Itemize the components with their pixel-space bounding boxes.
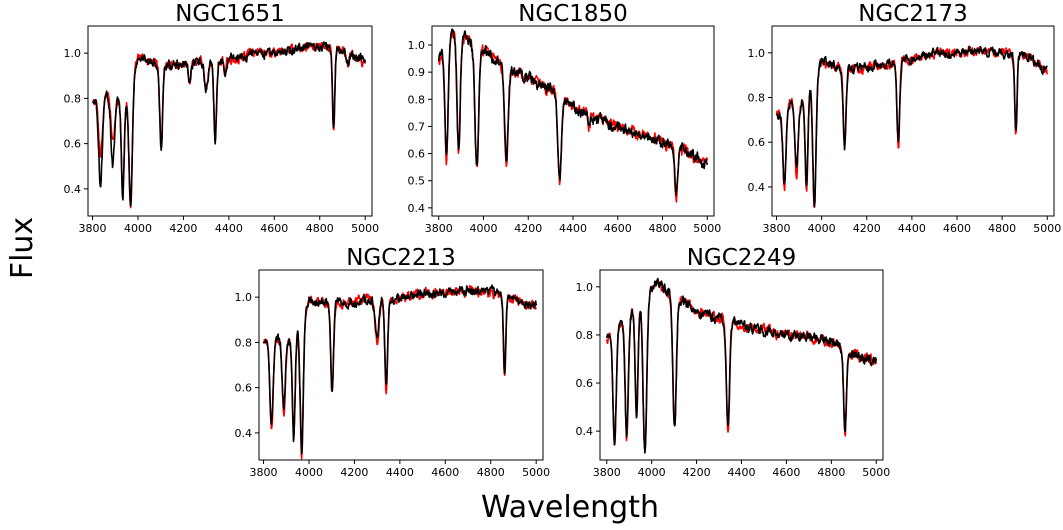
x-tick-label: 4800 (988, 222, 1016, 235)
x-tick-label: 4000 (808, 222, 836, 235)
plot-frame (258, 269, 544, 461)
y-tick-label: 0.8 (64, 92, 82, 105)
y-tick-label: 0.8 (408, 93, 426, 106)
panels: NGC1651 3800 4000 4200 4400 4600 4800 5000 0.4 0.… (64, 1, 1062, 479)
x-tick-label: 3800 (79, 222, 107, 235)
y-tick-label: 0.9 (408, 66, 426, 79)
panel-title: NGC2173 (858, 1, 968, 27)
x-tick-label: 5000 (1033, 222, 1061, 235)
y-tick-label: 0.8 (235, 336, 253, 349)
x-tick-label: 4200 (683, 466, 711, 479)
y-tick-label: 1.0 (235, 291, 253, 304)
y-tick-label: 1.0 (64, 47, 82, 60)
x-tick-label: 4400 (559, 222, 587, 235)
spectrum-panel-4: NGC2213 3800 4000 4200 4400 4600 4800 5000 0.4 0.… (235, 245, 551, 479)
y-axis-label: Flux (5, 217, 40, 279)
y-tick-label: 0.4 (235, 427, 253, 440)
x-tick-label: 3800 (250, 466, 278, 479)
y-tick-label: 0.6 (64, 138, 82, 151)
y-tick-label: 1.0 (576, 281, 594, 294)
y-tick-label: 0.4 (576, 425, 594, 438)
series-line-black (91, 41, 366, 207)
x-tick-label: 4400 (386, 466, 414, 479)
x-tick-label: 4600 (772, 466, 800, 479)
x-tick-label: 4200 (169, 222, 197, 235)
x-tick-label: 4600 (431, 466, 459, 479)
x-tick-label: 4000 (124, 222, 152, 235)
x-tick-label: 4200 (514, 222, 542, 235)
x-tick-label: 4200 (340, 466, 368, 479)
series-line-black (605, 277, 877, 454)
y-tick-label: 1.0 (408, 39, 426, 52)
x-tick-label: 4400 (898, 222, 926, 235)
y-tick-label: 0.4 (64, 183, 82, 196)
x-tick-label: 4600 (260, 222, 288, 235)
y-tick-label: 0.4 (408, 202, 426, 215)
series-line-black (437, 28, 709, 196)
spectrum-panel-5: NGC2249 3800 4000 4200 4400 4600 4800 5000 0.4 0.… (576, 245, 891, 479)
panel-title: NGC2249 (687, 245, 797, 271)
y-tick-label: 1.0 (748, 47, 766, 60)
x-tick-label: 4600 (943, 222, 971, 235)
y-tick-label: 0.5 (408, 175, 426, 188)
y-tick-label: 0.6 (748, 136, 766, 149)
panel-title: NGC1651 (175, 1, 285, 27)
x-tick-label: 4800 (306, 222, 334, 235)
x-tick-label: 3800 (763, 222, 791, 235)
x-axis-label: Wavelength (481, 490, 659, 525)
series-line-black (776, 45, 1048, 208)
x-tick-label: 4000 (295, 466, 323, 479)
panel-title: NGC2213 (346, 245, 456, 271)
x-tick-label: 4600 (604, 222, 632, 235)
spectrum-panel-2: NGC1850 3800 4000 4200 4400 4600 4800 5000 0.4 0.… (408, 1, 722, 235)
y-tick-label: 0.8 (748, 92, 766, 105)
panel-title: NGC1850 (518, 1, 628, 27)
x-tick-label: 4000 (638, 466, 666, 479)
x-tick-label: 4400 (728, 466, 756, 479)
x-tick-label: 4800 (477, 466, 505, 479)
y-tick-label: 0.4 (748, 181, 766, 194)
x-tick-label: 5000 (522, 466, 550, 479)
x-tick-label: 3800 (425, 222, 453, 235)
x-tick-label: 3800 (593, 466, 621, 479)
x-tick-label: 4800 (649, 222, 677, 235)
y-tick-label: 0.8 (576, 329, 594, 342)
plot-frame (771, 25, 1055, 217)
y-tick-label: 0.6 (408, 148, 426, 161)
x-tick-label: 5000 (351, 222, 379, 235)
y-tick-label: 0.7 (408, 120, 426, 133)
x-tick-label: 5000 (862, 466, 890, 479)
x-tick-label: 4000 (469, 222, 497, 235)
y-tick-label: 0.6 (235, 382, 253, 395)
x-tick-label: 4200 (853, 222, 881, 235)
plot-frame (87, 25, 373, 217)
spectrum-panel-3: NGC2173 3800 4000 4200 4400 4600 4800 5000 0.4 0.… (748, 1, 1062, 235)
series-line-black (262, 284, 537, 455)
spectrum-panel-1: NGC1651 3800 4000 4200 4400 4600 4800 5000 0.4 0.… (64, 1, 380, 235)
x-tick-label: 4400 (215, 222, 243, 235)
y-tick-label: 0.6 (576, 377, 594, 390)
x-tick-label: 4800 (817, 466, 845, 479)
x-tick-label: 5000 (693, 222, 721, 235)
